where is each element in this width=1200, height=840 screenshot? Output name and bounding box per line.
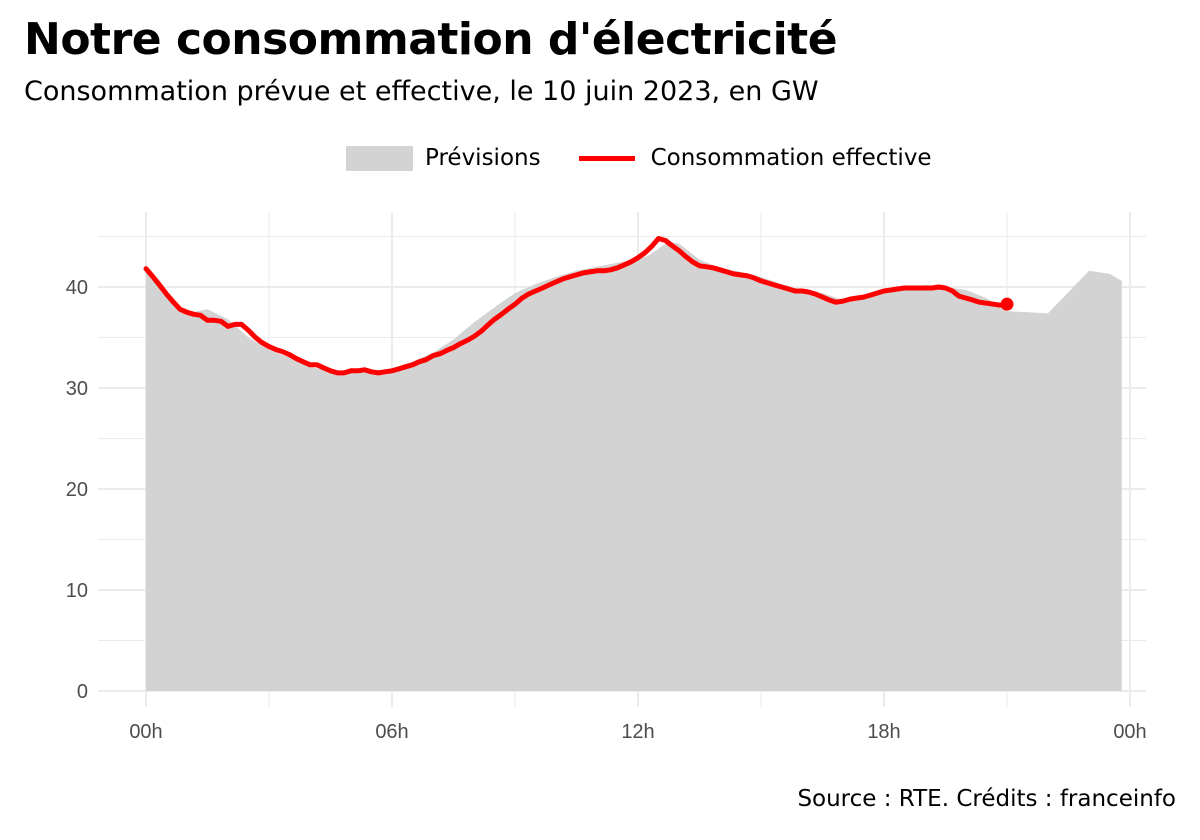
forecast-area bbox=[146, 241, 1122, 691]
actual-line-layer bbox=[143, 236, 1014, 376]
source-credit: Source : RTE. Crédits : franceinfo bbox=[797, 786, 1176, 812]
legend-item-actual: Consommation effective bbox=[541, 145, 932, 171]
legend-swatch-actual bbox=[578, 155, 635, 161]
chart-title: Notre consommation d'électricité bbox=[24, 14, 838, 65]
y-tick-label: 30 bbox=[66, 378, 88, 400]
x-tick-label: 00h bbox=[129, 721, 162, 743]
x-tick-label: 12h bbox=[621, 721, 654, 743]
latest-value-marker bbox=[1000, 297, 1014, 311]
x-tick-label: 18h bbox=[867, 721, 900, 743]
chart-subtitle: Consommation prévue et effective, le 10 … bbox=[24, 76, 819, 107]
chart-legend: Prévisions Consommation effective bbox=[346, 142, 932, 174]
y-tick-label: 10 bbox=[66, 580, 88, 602]
legend-swatch-forecast bbox=[346, 145, 413, 171]
legend-label-actual: Consommation effective bbox=[650, 145, 932, 171]
tick-label-layer: 0 10 20 30 40 00h 06h 12h 18h 00h bbox=[66, 277, 1147, 743]
consumption-chart: 0 10 20 30 40 00h 06h 12h 18h 00h bbox=[66, 212, 1147, 743]
y-tick-label: 40 bbox=[66, 277, 88, 299]
x-tick-label: 00h bbox=[1113, 721, 1146, 743]
forecast-area-layer bbox=[146, 241, 1122, 691]
legend-label-forecast: Prévisions bbox=[425, 145, 541, 171]
legend-item-forecast: Prévisions bbox=[346, 145, 541, 171]
actual-consumption-line bbox=[143, 236, 1010, 376]
x-tick-label: 06h bbox=[375, 721, 408, 743]
y-tick-label: 0 bbox=[77, 681, 88, 703]
y-tick-label: 20 bbox=[66, 479, 88, 501]
